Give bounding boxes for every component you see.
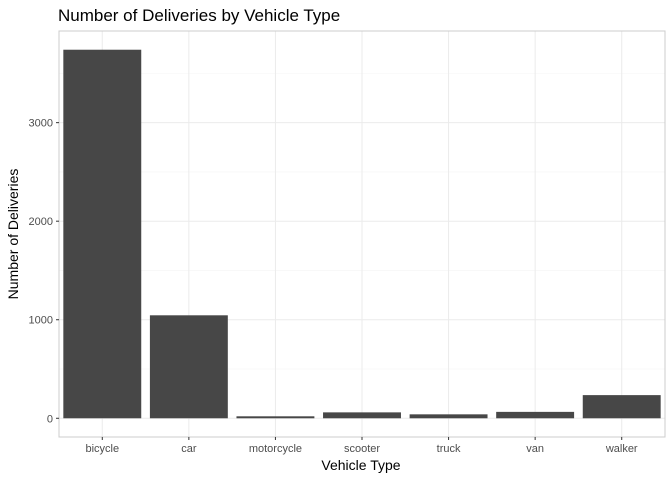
x-tick-label: scooter	[344, 443, 380, 455]
bar-truck	[409, 414, 488, 419]
bar-van	[496, 411, 575, 419]
x-axis-title: Vehicle Type	[321, 457, 400, 473]
x-tick-label: walker	[605, 443, 638, 455]
x-tick-label: car	[181, 443, 197, 455]
bars	[63, 49, 661, 419]
bar-motorcycle	[236, 416, 315, 419]
x-tick-label: van	[526, 443, 544, 455]
x-tick-label: truck	[437, 443, 461, 455]
bar-walker	[582, 395, 661, 419]
x-axis: bicycle car motorcycle scooter truck van walke…	[85, 437, 638, 455]
x-tick-label: motorcycle	[249, 443, 302, 455]
y-tick-label: 3000	[29, 118, 53, 130]
bar-scooter	[323, 412, 401, 419]
y-tick-label: 2000	[29, 216, 53, 228]
y-axis: 0 1000 2000 3000	[29, 118, 59, 425]
bar-car	[149, 315, 228, 419]
x-tick-label: bicycle	[85, 443, 119, 455]
y-axis-title: Number of Deliveries	[5, 169, 21, 300]
y-tick-label: 1000	[29, 315, 53, 327]
chart-title: Number of Deliveries by Vehicle Type	[58, 6, 340, 25]
y-tick-label: 0	[47, 413, 53, 425]
bar-bicycle	[63, 49, 142, 419]
